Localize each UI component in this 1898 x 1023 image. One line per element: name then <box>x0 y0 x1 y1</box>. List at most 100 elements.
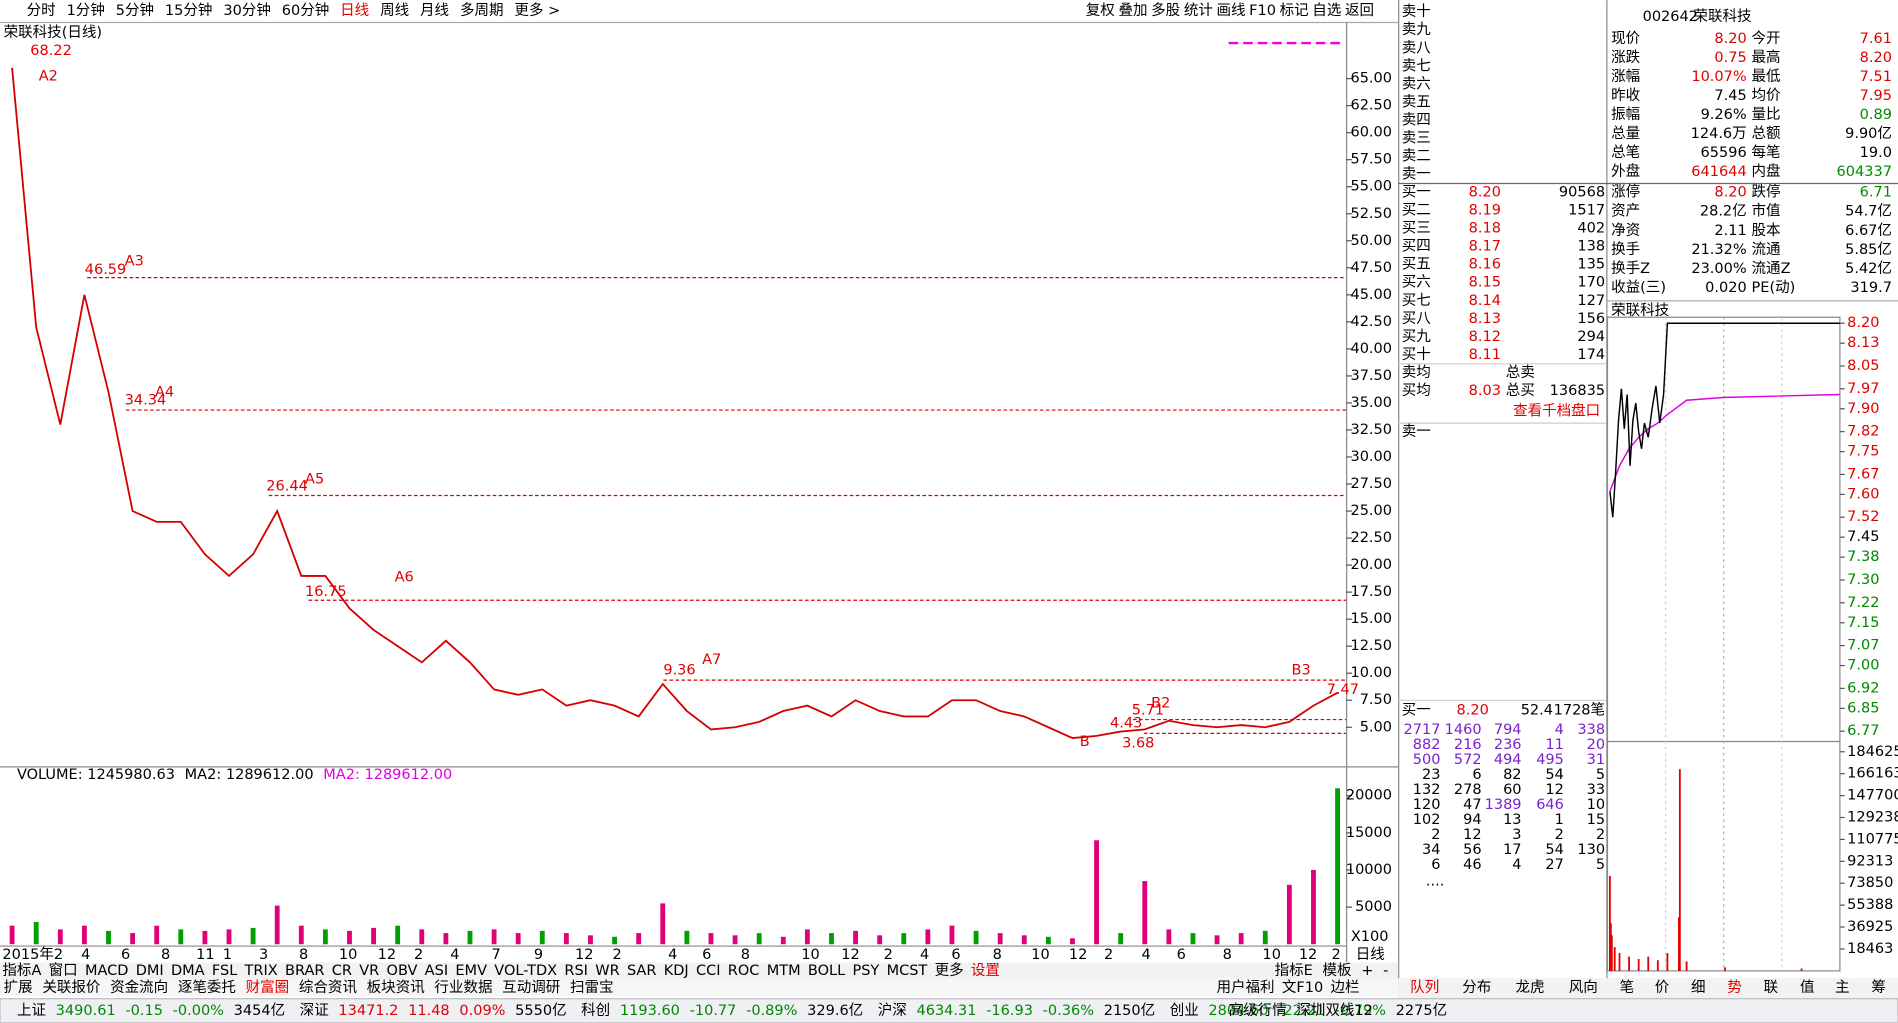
period-tab[interactable]: 日线 <box>340 2 369 19</box>
side-tab[interactable]: 队列 <box>1410 979 1439 996</box>
indicator-tab[interactable]: OBV <box>387 963 418 979</box>
queue-cell: 495 <box>1536 752 1564 768</box>
info-tab[interactable]: 资金流向 <box>110 979 168 996</box>
indicator-tab[interactable]: VOL-TDX <box>494 963 557 979</box>
tool-button[interactable]: 返回 <box>1345 2 1374 19</box>
period-tab[interactable]: 周线 <box>380 2 409 19</box>
annotation-price: 4.43 <box>1110 716 1142 732</box>
tool-button[interactable]: 统计 <box>1184 2 1213 19</box>
side-tab[interactable]: 细 <box>1691 979 1706 996</box>
queue-more: .... <box>1426 873 1444 889</box>
period-tab[interactable]: 更多 > <box>514 2 560 19</box>
indicator-tab[interactable]: BOLL <box>808 963 846 979</box>
side-tab[interactable]: 主 <box>1835 979 1850 996</box>
info-tab[interactable]: 财富圈 <box>246 978 290 996</box>
side-tab[interactable]: 筹 <box>1871 979 1886 996</box>
y-tick-label: 57.50 <box>1350 152 1392 168</box>
y-tick-label: 60.00 <box>1350 125 1392 141</box>
info-tab[interactable]: 逐笔委托 <box>178 979 236 996</box>
tool-button[interactable]: 叠加 <box>1118 2 1147 19</box>
period-tab[interactable]: 多周期 <box>460 2 504 19</box>
indicator-tab[interactable]: KDJ <box>664 963 689 979</box>
volume-bar <box>1190 933 1196 945</box>
quote-label: 总笔 <box>1611 144 1640 161</box>
tool-button[interactable]: 多股 <box>1151 2 1180 19</box>
indicator-tab[interactable]: MTM <box>767 963 801 979</box>
info-tab[interactable]: 扫雷宝 <box>570 979 614 996</box>
period-tab[interactable]: 分时 <box>27 2 56 19</box>
indicator-tab[interactable]: DMA <box>171 963 205 979</box>
info-tab[interactable]: 综合资讯 <box>299 979 358 996</box>
indicator-tab[interactable]: FSL <box>212 963 238 979</box>
tool-button[interactable]: 画线 <box>1216 2 1245 19</box>
status-item[interactable]: 高级行情 <box>1229 1002 1287 1019</box>
info-tab[interactable]: 关联报价 <box>42 979 101 996</box>
indicator-tab[interactable]: WR <box>595 963 619 979</box>
indicator-tab[interactable]: PSY <box>852 963 879 979</box>
stock-name: 荣联科技 <box>1693 8 1751 25</box>
indicator-tab[interactable]: ROC <box>728 963 760 979</box>
indicator-tab[interactable]: TRIX <box>244 963 278 979</box>
indicator-tab[interactable]: BRAR <box>285 963 324 979</box>
indicator-tab[interactable]: MCST <box>887 963 928 979</box>
volume-header: VOLUME: 1245980.63 <box>17 767 175 783</box>
period-tab[interactable]: 月线 <box>420 2 449 19</box>
indicator-tab[interactable]: 指标E <box>1275 962 1313 979</box>
x-tick-label: 4 <box>1141 947 1150 963</box>
indicator-tab[interactable]: RSI <box>564 963 588 979</box>
info-tab[interactable]: 互动调研 <box>502 979 560 996</box>
volume-bar <box>347 930 352 945</box>
tool-button[interactable]: F10 <box>1249 3 1276 19</box>
info-tab[interactable]: 文F10 <box>1282 979 1323 996</box>
volume-bar <box>756 933 762 945</box>
indicator-tab[interactable]: SAR <box>627 963 657 979</box>
side-tab[interactable]: 价 <box>1655 980 1670 996</box>
indicator-tab[interactable]: CCI <box>696 963 721 979</box>
info-tab[interactable]: 用户福利 <box>1217 979 1275 996</box>
period-tab[interactable]: 60分钟 <box>282 2 330 19</box>
side-tab[interactable]: 势 <box>1727 979 1742 996</box>
info-tab[interactable]: 行业数据 <box>434 979 492 996</box>
indicator-tab[interactable]: 模板 <box>1323 961 1353 979</box>
indicator-tab[interactable]: DMI <box>136 963 164 979</box>
y-tick-label: 40.00 <box>1350 341 1392 357</box>
indicator-tab[interactable]: - <box>1383 963 1388 979</box>
depth-link[interactable]: 查看千档盘口 <box>1513 402 1600 420</box>
queue-cell: 56 <box>1463 842 1481 858</box>
info-tab[interactable]: 边栏 <box>1330 979 1359 996</box>
side-tab[interactable]: 风向 <box>1569 979 1598 996</box>
index-quote: 上证 <box>17 1002 46 1019</box>
indicator-tab[interactable]: ASI <box>425 963 448 979</box>
indicator-tab[interactable]: + <box>1361 963 1373 979</box>
period-tab[interactable]: 5分钟 <box>116 2 154 19</box>
indicator-tab[interactable]: EMV <box>455 963 487 979</box>
side-tab[interactable]: 联 <box>1764 979 1779 996</box>
buy-volume: 127 <box>1577 293 1605 309</box>
info-tab[interactable]: 板块资讯 <box>367 978 426 996</box>
sell-level: 卖二 <box>1402 147 1431 164</box>
period-tab[interactable]: 1分钟 <box>67 2 105 19</box>
side-tab[interactable]: 笔 <box>1620 979 1635 996</box>
x-tick-label: 10 <box>339 947 357 963</box>
indicator-tab[interactable]: 更多 <box>935 962 964 979</box>
indicator-tab[interactable]: CR <box>332 963 352 979</box>
period-tab[interactable]: 30分钟 <box>223 2 271 19</box>
buy-level: 买四 <box>1402 238 1431 255</box>
indicator-tab[interactable]: VR <box>359 963 379 979</box>
side-tab[interactable]: 分布 <box>1462 979 1491 996</box>
indicator-tab[interactable]: 窗口 <box>49 961 78 979</box>
buy-price: 8.12 <box>1469 329 1501 345</box>
indicator-tab[interactable]: 指标A <box>2 962 41 979</box>
indicator-tab[interactable]: 设置 <box>971 962 1000 979</box>
indicator-tab[interactable]: MACD <box>85 963 129 979</box>
status-item[interactable]: 深圳双线12 <box>1296 1002 1373 1019</box>
tool-button[interactable]: 标记 <box>1280 2 1309 19</box>
period-tab[interactable]: 15分钟 <box>165 2 213 19</box>
info-tab[interactable]: 扩展 <box>4 979 33 996</box>
side-tab[interactable]: 值 <box>1800 979 1815 996</box>
tool-button[interactable]: 自选 <box>1312 2 1342 19</box>
tool-button[interactable]: 复权 <box>1086 1 1116 19</box>
side-tab[interactable]: 龙虎 <box>1515 979 1544 996</box>
x-tick-label: 12 <box>378 947 396 963</box>
